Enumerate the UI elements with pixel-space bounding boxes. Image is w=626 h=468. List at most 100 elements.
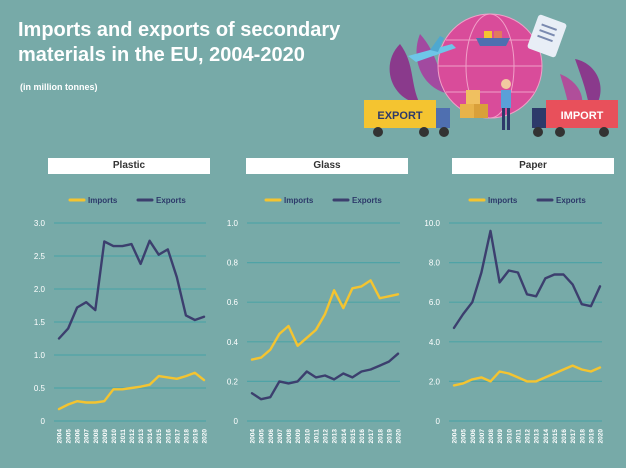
- x-tick-label: 2012: [525, 429, 532, 444]
- y-tick-label: 2.0: [429, 377, 441, 386]
- x-tick-label: 2004: [452, 429, 459, 444]
- import-label: IMPORT: [561, 110, 604, 122]
- y-tick-label: 0: [41, 417, 46, 426]
- x-tick-label: 2020: [202, 429, 209, 444]
- y-tick-label: 0.2: [227, 377, 239, 386]
- legend-label: Imports: [88, 196, 118, 205]
- y-tick-label: 0: [234, 417, 239, 426]
- x-tick-label: 2007: [479, 429, 486, 444]
- legend-label: Exports: [156, 196, 186, 205]
- x-tick-label: 2006: [470, 429, 477, 444]
- ship-icon: [476, 31, 510, 46]
- x-tick-label: 2004: [57, 429, 64, 444]
- x-tick-label: 2006: [268, 429, 275, 444]
- x-tick-label: 2008: [488, 429, 495, 444]
- legend-label: Imports: [284, 196, 314, 205]
- x-tick-label: 2018: [377, 429, 384, 444]
- x-tick-label: 2011: [120, 429, 127, 443]
- boxes-icon: [460, 90, 488, 118]
- series-line-exports: [57, 239, 206, 340]
- x-tick-label: 2017: [174, 429, 181, 444]
- panel-header-glass: Glass: [246, 158, 408, 174]
- y-tick-label: 2.5: [34, 252, 46, 261]
- x-tick-label: 2009: [102, 429, 109, 444]
- x-tick-label: 2012: [129, 429, 136, 444]
- x-tick-label: 2016: [165, 429, 172, 444]
- x-tick-label: 2014: [147, 429, 154, 444]
- y-tick-label: 1.0: [34, 351, 46, 360]
- x-tick-label: 2008: [93, 429, 100, 444]
- series-line-exports: [250, 352, 400, 401]
- unit-subtitle: (in million tonnes): [20, 82, 98, 92]
- x-tick-label: 2005: [259, 429, 266, 444]
- y-tick-label: 0.6: [227, 298, 239, 307]
- legend-label: Imports: [488, 196, 518, 205]
- x-tick-label: 2013: [138, 429, 145, 444]
- y-tick-label: 8.0: [429, 259, 441, 268]
- x-tick-label: 2017: [570, 429, 577, 444]
- x-tick-label: 2004: [250, 429, 257, 444]
- x-tick-label: 2011: [515, 429, 522, 443]
- y-tick-label: 0.5: [34, 384, 46, 393]
- page-title: Imports and exports of secondary materia…: [18, 18, 378, 68]
- x-tick-label: 2019: [386, 429, 393, 444]
- x-tick-label: 2006: [75, 429, 82, 444]
- y-tick-label: 1.0: [227, 219, 239, 228]
- x-tick-label: 2010: [304, 429, 311, 444]
- export-truck-icon: EXPORT: [364, 100, 450, 137]
- y-tick-label: 6.0: [429, 298, 441, 307]
- x-tick-label: 2018: [183, 429, 190, 444]
- x-tick-label: 2017: [368, 429, 375, 444]
- export-label: EXPORT: [377, 110, 423, 122]
- title-line-1: Imports and exports of secondary: [18, 19, 341, 41]
- x-tick-label: 2019: [588, 429, 595, 444]
- x-tick-label: 2018: [579, 429, 586, 444]
- x-tick-label: 2010: [506, 429, 513, 444]
- x-tick-label: 2016: [359, 429, 366, 444]
- panel-header-paper: Paper: [452, 158, 614, 174]
- y-tick-label: 4.0: [429, 338, 441, 347]
- y-tick-label: 2.0: [34, 285, 46, 294]
- y-tick-label: 0.4: [227, 338, 239, 347]
- series-line-imports: [452, 364, 602, 387]
- x-tick-label: 2005: [461, 429, 468, 444]
- y-tick-label: 1.5: [34, 318, 46, 327]
- trade-illustration: EXPORT IMPORT: [364, 13, 618, 137]
- series-line-exports: [452, 229, 602, 330]
- chart-paper: 0 2.0 4.0 6.0 8.0 10.0 2004 2005 2006 2007 2008 200…: [424, 196, 604, 443]
- series-line-imports: [57, 371, 206, 411]
- clipboard-icon: [527, 14, 567, 58]
- x-tick-label: 2005: [66, 429, 73, 444]
- x-tick-label: 2015: [156, 429, 163, 444]
- x-tick-label: 2015: [552, 429, 559, 444]
- x-tick-label: 2007: [277, 429, 284, 444]
- x-tick-label: 2008: [286, 429, 293, 444]
- x-tick-label: 2009: [497, 429, 504, 444]
- x-tick-label: 2019: [192, 429, 199, 444]
- x-tick-label: 2020: [598, 429, 605, 444]
- y-tick-label: 3.0: [34, 219, 46, 228]
- panel-header-plastic: Plastic: [48, 158, 210, 174]
- legend-label: Exports: [352, 196, 382, 205]
- x-tick-label: 2007: [84, 429, 91, 444]
- y-tick-label: 0: [436, 417, 441, 426]
- x-tick-label: 2013: [534, 429, 541, 444]
- x-tick-label: 2016: [561, 429, 568, 444]
- x-tick-label: 2020: [396, 429, 403, 444]
- x-tick-label: 2012: [323, 429, 330, 444]
- legend-label: Exports: [556, 196, 586, 205]
- x-tick-label: 2011: [313, 429, 320, 443]
- title-line-2: materials in the EU, 2004-2020: [18, 44, 305, 66]
- person-icon: [501, 79, 511, 130]
- y-tick-label: 0.8: [227, 259, 239, 268]
- airplane-icon: [408, 36, 456, 62]
- y-tick-label: 10.0: [424, 219, 440, 228]
- x-tick-label: 2009: [295, 429, 302, 444]
- chart-glass: 0 0.2 0.4 0.6 0.8 1.0 2004 2005 2006 2007 2008 2009…: [227, 196, 403, 443]
- series-line-imports: [250, 279, 400, 361]
- x-tick-label: 2015: [350, 429, 357, 444]
- x-tick-label: 2010: [111, 429, 118, 444]
- x-tick-label: 2014: [341, 429, 348, 444]
